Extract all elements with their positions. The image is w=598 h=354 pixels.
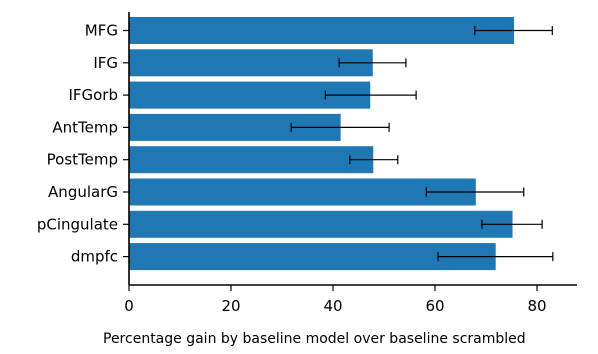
y-tick-label-IFG: IFG xyxy=(93,54,118,72)
x-tick-label-60: 60 xyxy=(425,297,444,315)
y-tick-label-PostTemp: PostTemp xyxy=(47,151,118,169)
y-tick-label-IFGorb: IFGorb xyxy=(68,86,118,104)
y-tick-label-MFG: MFG xyxy=(85,22,118,40)
bar-dmpfc xyxy=(129,243,496,271)
bar-IFG xyxy=(129,49,373,77)
x-tick-label-0: 0 xyxy=(124,297,134,315)
y-tick-label-dmpfc: dmpfc xyxy=(71,248,118,266)
error-bars-group xyxy=(290,26,554,262)
bar-AngularG xyxy=(129,178,476,206)
x-ticks: 0 20 40 60 80 xyxy=(124,285,547,315)
x-tick-label-40: 40 xyxy=(323,297,342,315)
bar-PostTemp xyxy=(129,146,374,174)
x-tick-label-20: 20 xyxy=(221,297,240,315)
bar-pCingulate xyxy=(129,210,513,238)
y-tick-labels: MFG IFG IFGorb AntTemp PostTemp AngularG pCing… xyxy=(37,22,129,266)
y-tick-label-AngularG: AngularG xyxy=(48,183,118,201)
x-axis-label: Percentage gain by baseline model over b… xyxy=(103,331,526,347)
x-tick-label-80: 80 xyxy=(527,297,546,315)
y-tick-label-AntTemp: AntTemp xyxy=(52,118,118,136)
bars-group xyxy=(129,17,515,271)
bar-MFG xyxy=(129,17,515,44)
y-tick-label-pCingulate: pCingulate xyxy=(37,215,118,233)
